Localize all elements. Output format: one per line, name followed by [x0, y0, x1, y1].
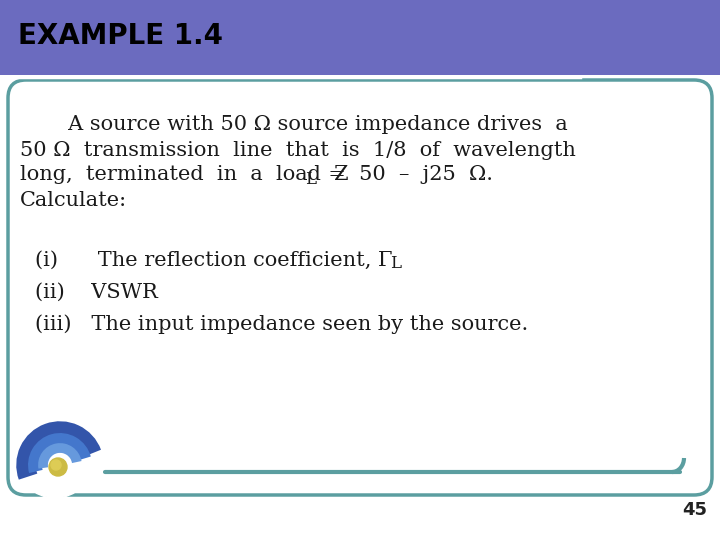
- Text: (ii)    VSWR: (ii) VSWR: [35, 282, 158, 301]
- FancyBboxPatch shape: [0, 0, 720, 75]
- Text: EXAMPLE 1.4: EXAMPLE 1.4: [18, 22, 223, 50]
- FancyBboxPatch shape: [8, 80, 712, 495]
- Text: L: L: [390, 255, 401, 273]
- Text: =  50  –  j25  Ω.: = 50 – j25 Ω.: [315, 165, 493, 185]
- Circle shape: [17, 422, 93, 498]
- Text: 50 Ω  transmission  line  that  is  1/8  of  wavelength: 50 Ω transmission line that is 1/8 of wa…: [20, 140, 576, 159]
- Circle shape: [51, 460, 61, 470]
- Text: L: L: [305, 171, 316, 187]
- Circle shape: [49, 458, 67, 476]
- Text: long,  terminated  in  a  load  Z: long, terminated in a load Z: [20, 165, 348, 185]
- Text: Calculate:: Calculate:: [20, 191, 127, 210]
- Text: (i)      The reflection coefficient, Γ: (i) The reflection coefficient, Γ: [35, 251, 392, 269]
- Text: (iii)   The input impedance seen by the source.: (iii) The input impedance seen by the so…: [35, 314, 528, 334]
- Text: 45: 45: [683, 501, 708, 519]
- Text: A source with 50 Ω source impedance drives  a: A source with 50 Ω source impedance driv…: [35, 116, 568, 134]
